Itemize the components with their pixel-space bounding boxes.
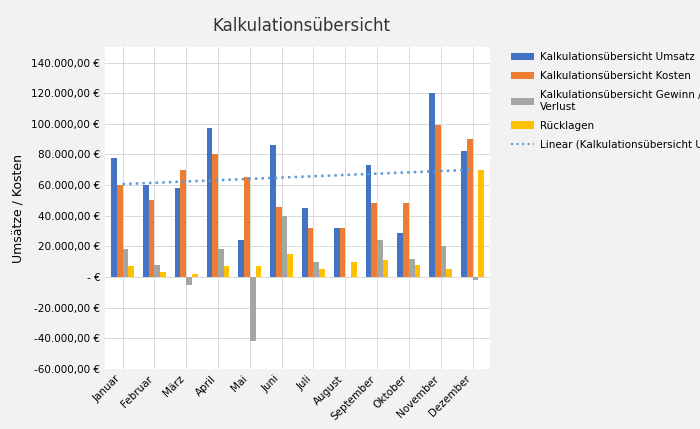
Bar — [181, 170, 186, 277]
Bar — [281, 216, 287, 277]
Bar — [308, 228, 314, 277]
Bar — [383, 260, 389, 277]
Bar — [441, 246, 447, 277]
Bar — [302, 208, 308, 277]
Bar — [371, 203, 377, 277]
Bar — [319, 269, 325, 277]
Legend: Kalkulationsübersicht Umsatz, Kalkulationsübersicht Kosten, Kalkulationsübersich: Kalkulationsübersicht Umsatz, Kalkulatio… — [510, 52, 700, 149]
Bar — [238, 240, 244, 277]
Bar — [256, 266, 261, 277]
Bar — [148, 200, 154, 277]
Bar — [409, 259, 414, 277]
Bar — [270, 145, 276, 277]
Bar — [244, 178, 250, 277]
Bar — [461, 151, 467, 277]
Bar — [365, 165, 371, 277]
Bar — [403, 203, 409, 277]
Bar — [212, 154, 218, 277]
Bar — [111, 157, 117, 277]
Bar — [154, 265, 160, 277]
Bar — [160, 272, 166, 277]
Bar — [122, 249, 128, 277]
Bar — [276, 206, 281, 277]
Bar — [250, 277, 255, 341]
Bar — [435, 125, 441, 277]
Bar — [414, 265, 420, 277]
Bar — [128, 266, 134, 277]
Bar — [224, 266, 230, 277]
Bar — [377, 240, 383, 277]
Bar — [334, 228, 340, 277]
Bar — [467, 139, 473, 277]
Bar — [186, 277, 192, 285]
Bar — [143, 185, 148, 277]
Bar — [287, 254, 293, 277]
Bar — [175, 188, 181, 277]
Bar — [117, 185, 122, 277]
Y-axis label: Umsätze / Kosten: Umsätze / Kosten — [11, 154, 25, 263]
Bar — [478, 170, 484, 277]
Bar — [429, 93, 435, 277]
Bar — [314, 262, 319, 277]
Bar — [340, 228, 345, 277]
Bar — [218, 249, 224, 277]
Bar — [447, 269, 452, 277]
Bar — [398, 233, 403, 277]
Bar — [206, 128, 212, 277]
Bar — [351, 262, 357, 277]
Bar — [192, 274, 197, 277]
Bar — [473, 277, 478, 280]
Text: Kalkulationsübersicht: Kalkulationsübersicht — [212, 17, 390, 35]
